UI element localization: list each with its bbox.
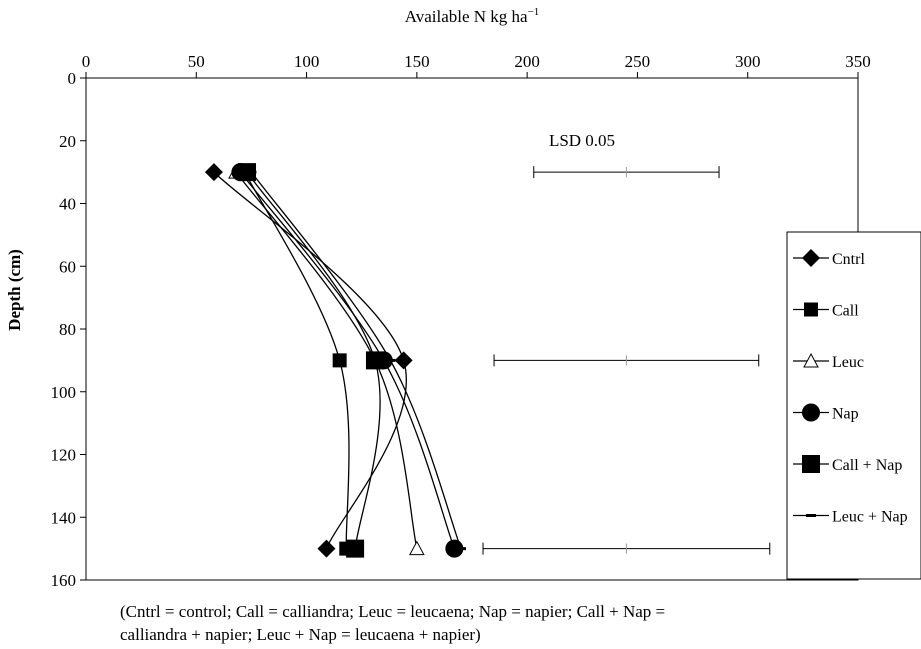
x-axis-title-text: Available N kg ha xyxy=(405,7,528,26)
y-tick-label: 100 xyxy=(51,383,77,402)
series-3 xyxy=(239,171,455,549)
legend-label: Call + Nap xyxy=(832,457,902,474)
legend-label: Cntrl xyxy=(832,251,865,268)
legend-marker xyxy=(806,514,816,517)
data-point xyxy=(385,358,396,362)
y-tick-label: 40 xyxy=(59,195,76,214)
legend-label: Nap xyxy=(832,406,859,423)
series-markers-5 xyxy=(246,170,466,551)
legend-label: Call xyxy=(832,303,859,320)
x-axis: 0 50 100 150 200 250 300 350 xyxy=(82,52,871,78)
legend-marker xyxy=(802,403,820,422)
lsd-label: LSD 0.05 xyxy=(549,131,615,150)
series-4 xyxy=(246,171,381,549)
data-point xyxy=(455,547,466,551)
legend-marker xyxy=(802,455,820,473)
y-tick-label: 0 xyxy=(68,69,77,88)
legend-marker xyxy=(803,352,819,368)
lsd-error-bars xyxy=(482,166,771,555)
data-point xyxy=(332,353,347,368)
legend-label: Leuc + Nap xyxy=(832,509,908,526)
data-point xyxy=(409,540,425,556)
data-point xyxy=(317,539,336,558)
series-markers-4 xyxy=(238,163,384,558)
y-tick-label: 80 xyxy=(59,320,76,339)
chart: 0 50 100 150 200 250 300 350 0 20 40 60 80 100 120 140… xyxy=(5,6,921,590)
data-point xyxy=(346,539,365,558)
y-tick-label: 20 xyxy=(59,132,76,151)
x-tick-label: 150 xyxy=(404,52,430,71)
y-tick-label: 160 xyxy=(51,571,77,590)
series-lines xyxy=(204,163,466,558)
x-tick-label: 250 xyxy=(625,52,651,71)
x-axis-title: Available N kg ha−1 xyxy=(405,6,540,26)
legend-marker xyxy=(804,302,818,317)
series-line xyxy=(246,171,381,549)
x-axis-title-superscript: −1 xyxy=(528,6,540,18)
figure-caption: (Cntrl = control; Call = calliandra; Leu… xyxy=(120,602,666,644)
legend: Cntrl Call Leuc Nap Call + Nap Leuc + Nap xyxy=(786,231,921,580)
x-tick-label: 50 xyxy=(188,52,205,71)
x-tick-label: 0 xyxy=(82,52,91,71)
series-line xyxy=(239,171,455,549)
series-markers-1 xyxy=(237,165,354,556)
y-tick-label: 140 xyxy=(51,508,77,527)
x-tick-label: 350 xyxy=(845,52,871,71)
y-axis-title: Depth (cm) xyxy=(5,249,24,331)
y-tick-label: 120 xyxy=(51,446,77,465)
data-point xyxy=(445,539,464,558)
legend-marker xyxy=(802,249,820,267)
y-axis: 0 20 40 60 80 100 120 140 160 xyxy=(51,69,86,590)
data-point xyxy=(204,163,223,182)
legend-label: Leuc xyxy=(832,354,864,371)
x-tick-label: 300 xyxy=(735,52,761,71)
data-point xyxy=(394,351,413,370)
data-point xyxy=(365,351,384,370)
y-tick-label: 60 xyxy=(59,257,76,276)
series-markers-0 xyxy=(204,163,413,558)
data-point xyxy=(246,170,257,174)
x-tick-label: 100 xyxy=(294,52,320,71)
plot-area xyxy=(85,77,859,581)
x-tick-label: 200 xyxy=(514,52,540,71)
